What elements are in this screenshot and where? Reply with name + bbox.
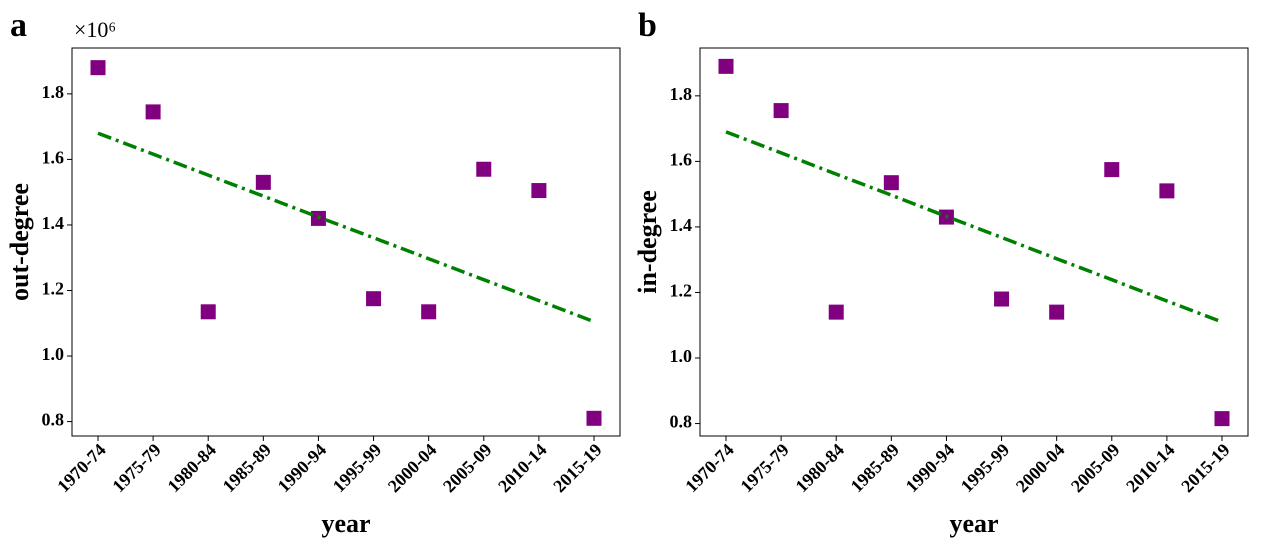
y-axis-label: in-degree — [633, 190, 662, 294]
x-tick-label: 2010-14 — [494, 440, 551, 497]
y-tick-label: 0.8 — [670, 412, 693, 432]
y-tick-label: 1.2 — [670, 281, 693, 301]
y-tick-label: 1.4 — [670, 215, 693, 235]
y-tick-label: 1.2 — [42, 279, 65, 299]
data-point — [366, 291, 382, 307]
x-tick-label: 1990-94 — [274, 440, 331, 497]
data-point — [200, 304, 216, 320]
data-point — [145, 104, 161, 120]
x-tick-label: 1975-79 — [108, 440, 165, 497]
y-tick-label: 1.8 — [670, 84, 693, 104]
x-tick-label: 1985-89 — [219, 440, 276, 497]
y-tick-label: 1.0 — [670, 346, 693, 366]
plot-frame — [71, 47, 621, 437]
trend-line — [97, 131, 595, 324]
data-point — [1104, 162, 1120, 178]
data-point — [1049, 304, 1065, 320]
x-tick-label: 1975-79 — [736, 440, 793, 497]
data-point — [773, 103, 789, 119]
x-tick-label: 1980-84 — [791, 440, 848, 497]
x-axis-label: year — [949, 509, 998, 538]
x-tick-label: 1990-94 — [902, 440, 959, 497]
trend-line — [725, 130, 1223, 324]
data-point — [883, 175, 899, 191]
data-point — [828, 304, 844, 320]
x-tick-label: 1980-84 — [163, 440, 220, 497]
y-tick-label: 1.6 — [670, 150, 693, 170]
y-tick-label: 0.8 — [42, 410, 65, 430]
x-tick-label: 2015-19 — [1177, 440, 1234, 497]
data-point — [90, 60, 106, 76]
y-tick-label: 1.0 — [42, 344, 65, 364]
y-axis-label: out-degree — [5, 183, 34, 301]
y-tick-label: 1.6 — [42, 148, 65, 168]
offset-text: ×10⁶ — [74, 17, 116, 42]
data-point — [531, 183, 547, 199]
data-point — [255, 174, 271, 190]
x-tick-label: 2005-09 — [439, 440, 496, 497]
x-tick-label: 1995-99 — [957, 440, 1014, 497]
x-tick-label: 2000-04 — [384, 440, 441, 497]
plot-frame — [699, 47, 1249, 437]
y-tick-label: 1.4 — [42, 213, 65, 233]
panel-label: b — [638, 7, 657, 44]
x-tick-label: 2015-19 — [549, 440, 606, 497]
x-tick-label: 1995-99 — [329, 440, 386, 497]
x-axis-label: year — [321, 509, 370, 538]
data-point — [586, 410, 602, 426]
y-tick-label: 1.8 — [42, 82, 65, 102]
x-tick-label: 2010-14 — [1122, 440, 1179, 497]
x-tick-label: 1970-74 — [53, 440, 110, 497]
data-point — [718, 58, 734, 74]
data-point — [476, 161, 492, 177]
panel-label: a — [10, 7, 27, 44]
data-point — [421, 304, 437, 320]
data-point — [1159, 183, 1175, 199]
x-tick-label: 2000-04 — [1012, 440, 1069, 497]
x-tick-label: 1985-89 — [847, 440, 904, 497]
data-point — [1214, 411, 1230, 427]
x-tick-label: 2005-09 — [1067, 440, 1124, 497]
x-tick-label: 1970-74 — [681, 440, 738, 497]
data-point — [994, 291, 1010, 307]
